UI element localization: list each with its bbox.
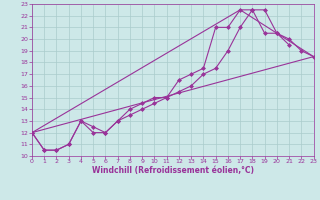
X-axis label: Windchill (Refroidissement éolien,°C): Windchill (Refroidissement éolien,°C)	[92, 166, 254, 175]
